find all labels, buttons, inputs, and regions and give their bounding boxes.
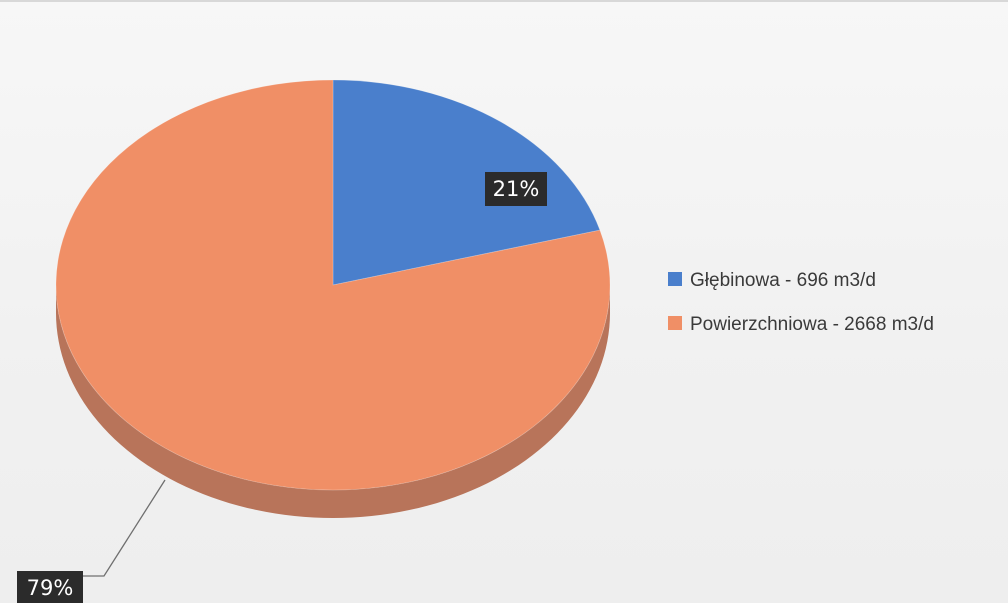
legend: Głębinowa - 696 m3/d Powierzchniowa - 266…: [668, 270, 934, 335]
legend-label: Powierzchniowa - 2668 m3/d: [690, 314, 934, 335]
legend-swatch: [668, 316, 682, 330]
data-labels: 21% 79%: [17, 172, 547, 603]
pie-slice-1: [55, 79, 611, 491]
data-label-text: 79%: [27, 576, 74, 600]
data-label-0: 21%: [485, 172, 547, 206]
data-label-text: 21%: [493, 177, 540, 201]
legend-entry-1: Powierzchniowa - 2668 m3/d: [668, 314, 934, 335]
legend-label: Głębinowa - 696 m3/d: [690, 270, 876, 291]
data-label-1: 79%: [17, 571, 83, 603]
legend-entry-0: Głębinowa - 696 m3/d: [668, 270, 876, 291]
pie-slice-0: [332, 79, 601, 286]
leader-line: [83, 479, 166, 577]
legend-swatch: [668, 272, 682, 286]
data-label-box: [17, 571, 83, 603]
data-label-box: [485, 172, 547, 206]
pie-3d-body: [55, 79, 611, 518]
